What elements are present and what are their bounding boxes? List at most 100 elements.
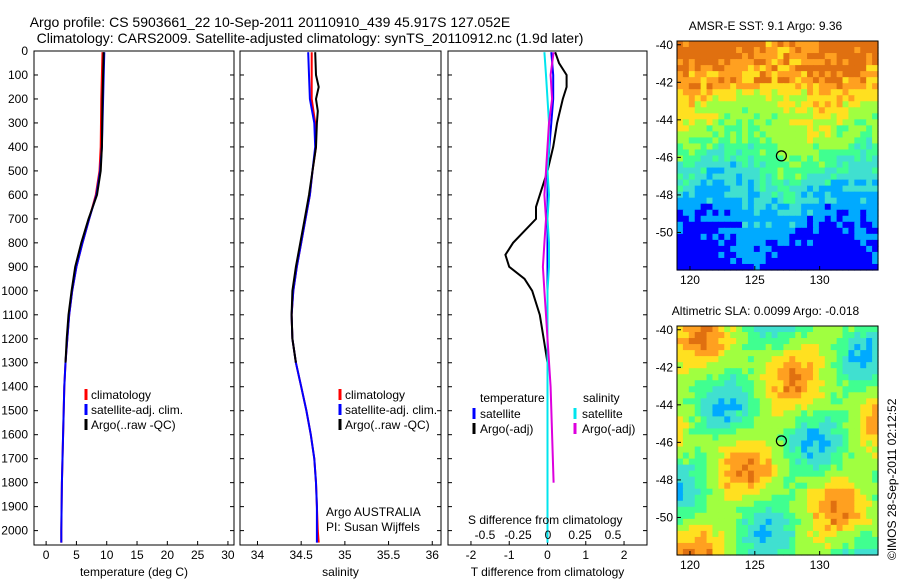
series-line [64,52,105,363]
map-cell [694,440,702,448]
map-cell [747,125,755,132]
map-cell [753,143,761,151]
map-cell [765,398,773,405]
map-cell [706,392,714,399]
map-cell [824,512,832,520]
map-cell [730,191,737,199]
map-cell [860,227,867,235]
map-cell [688,500,696,508]
map-cell [795,500,802,508]
map-cell [830,215,838,223]
map-cell [688,155,696,163]
map-cell [860,155,867,163]
map-cell [730,143,737,151]
map-cell [807,458,814,466]
map-cell [759,89,767,96]
map-cell [783,446,790,454]
map-cell [700,59,708,66]
map-cell [753,392,761,399]
map-cell [848,47,855,54]
map-cell [795,209,802,217]
map-cell [860,125,867,132]
map-cell [747,173,755,181]
map-cell [742,494,749,502]
map-cell [854,77,861,84]
map-cell [694,350,702,357]
map-cell [771,374,779,381]
map-cell [771,65,779,72]
map-cell [700,113,708,120]
map-cell [765,458,773,466]
map-cell [872,263,879,271]
map-cell [730,179,737,187]
map-cell [759,350,767,357]
map-cell [777,191,785,199]
map-cell [866,149,873,157]
map-cell [795,494,802,502]
map-cell [753,464,761,472]
map-cell [801,65,808,72]
map-cell [860,179,867,187]
map-cell [688,83,696,90]
map-cell [753,506,761,514]
map-cell [682,440,690,448]
map-cell [812,392,820,399]
map-cell [795,245,802,253]
map-cell [700,119,708,126]
map-cell [747,179,755,187]
map-cell [866,350,873,357]
map-cell [842,446,850,454]
map-cell [818,221,826,229]
map-cell [807,524,814,532]
map-cell [694,203,702,211]
map-cell [801,53,808,60]
map-cell [765,494,773,502]
map-cell [706,380,714,387]
map-cell [848,416,855,424]
map-cell [830,350,838,357]
map-cell [818,233,826,241]
map-cell [860,59,867,66]
map-cell [854,428,861,436]
map-cell [854,392,861,399]
map-cell [807,185,814,193]
map-cell [765,518,773,526]
map-cell [872,386,879,393]
map-cell [830,368,838,375]
map-cell [818,512,826,520]
map-cell [724,500,731,508]
map-cell [836,203,844,211]
map-cell [677,137,684,145]
legend-label: satellite-adj. clim. [91,403,183,417]
map-cell [836,326,844,333]
map-cell [706,428,714,436]
map-cell [812,416,820,424]
map-cell [842,374,850,381]
map-cell [842,380,850,387]
map-cell [783,350,790,357]
map-cell [795,440,802,448]
map-cell [759,446,767,454]
map-cell [860,332,867,339]
map-cell [747,434,755,442]
map-cell [872,257,879,265]
map-cell [753,173,761,181]
map-cell [747,500,755,508]
map-cell [730,125,737,132]
map-cell [795,458,802,466]
map-cell [789,59,796,66]
map-cell [872,89,879,96]
map-cell [771,464,779,472]
map-cell [812,239,820,247]
map-cell [706,95,714,102]
map-cell [688,410,696,417]
map-cell [812,422,820,430]
map-cell [759,149,767,157]
map-cell [771,332,779,339]
map-cell [854,245,861,253]
map-cell [866,368,873,375]
map-cell [818,440,826,448]
map-cell [872,512,879,520]
map-cell [866,326,873,333]
map-cell [872,155,879,163]
